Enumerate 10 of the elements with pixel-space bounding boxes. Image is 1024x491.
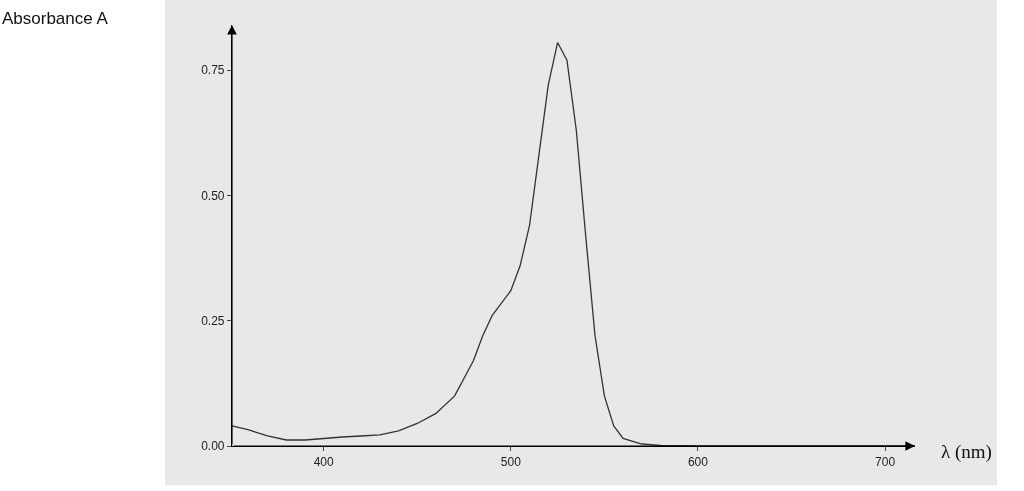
x-axis-title: λ (nm) (941, 441, 992, 463)
y-tick-label: 0.75 (201, 63, 225, 78)
x-tick-label: 600 (687, 454, 709, 469)
y-tick-label: 0.25 (201, 313, 225, 328)
x-tick-label: 700 (875, 454, 896, 469)
y-tick-label: 0.50 (201, 188, 225, 203)
text: Absorbance A (2, 9, 109, 28)
x-tick-label: 500 (500, 454, 522, 469)
x-tick-label: 400 (313, 454, 335, 469)
y-tick-label: 0.00 (201, 439, 225, 454)
